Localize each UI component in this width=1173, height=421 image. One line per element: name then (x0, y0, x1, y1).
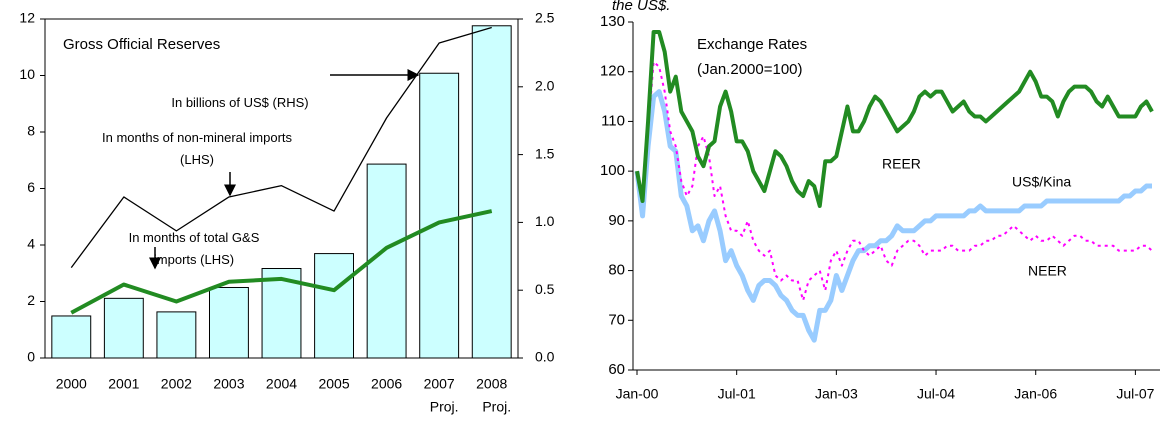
y-tick-label: 100 (600, 162, 625, 179)
bar (103, 297, 144, 359)
x-tick-label: Jul-07 (1116, 386, 1154, 402)
y2-tick-label: 0.0 (535, 349, 555, 365)
x-tick-sublabel: Proj. (482, 399, 511, 415)
y-tick-label: 130 (600, 13, 625, 30)
chart-title: Exchange Rates (697, 36, 807, 53)
y-tick-label: 0 (27, 349, 35, 365)
x-tick-label: Jul-01 (718, 386, 756, 402)
y-tick-label: 2 (27, 292, 35, 308)
y-tick-label: 12 (19, 10, 35, 26)
line (70, 209, 493, 315)
series-label: In months of total G&S imports (LHS) (128, 230, 260, 267)
bar (208, 286, 249, 359)
bar (419, 72, 460, 359)
bar (156, 311, 197, 359)
y2-tick-label: 1.5 (535, 145, 555, 161)
plot-frame (44, 18, 519, 359)
x-tick-label: Jul-04 (917, 386, 955, 402)
y-tick-label: 60 (608, 361, 625, 378)
series-label: In months of non-mineral imports (LHS) (101, 130, 293, 167)
y-tick-label: 4 (27, 236, 35, 252)
series-label: REER (882, 156, 921, 172)
y-tick-label: 10 (19, 66, 35, 82)
x-tick-label: 2005 (318, 376, 349, 392)
bar (314, 253, 355, 359)
line (634, 89, 1152, 343)
series-label: In billions of US$ (RHS) (171, 95, 309, 110)
bar (471, 25, 512, 359)
x-tick-label: 2000 (56, 376, 87, 392)
x-tick-label: Jan-03 (815, 386, 858, 402)
y-tick-label: 70 (608, 311, 625, 328)
x-tick-label: 2007 (424, 376, 455, 392)
x-tick-label: 2008 (476, 376, 507, 392)
x-tick-label: 2003 (213, 376, 244, 392)
x-tick-label: 2002 (161, 376, 192, 392)
line (636, 60, 1153, 302)
chart-title: Gross Official Reserves (63, 36, 220, 53)
x-tick-label: Jan-06 (1014, 386, 1057, 402)
line (635, 29, 1154, 208)
y-tick-label: 80 (608, 262, 625, 279)
annotation: the US$. (612, 0, 670, 14)
y2-tick-label: 1.0 (535, 213, 555, 229)
annotation-arrows (149, 69, 420, 270)
y2-tick-label: 2.5 (535, 10, 555, 26)
y-tick-label: 120 (600, 63, 625, 80)
series-label: NEER (1028, 263, 1067, 279)
chart-subtitle: (Jan.2000=100) (697, 61, 803, 78)
x-tick-label: Jan-00 (616, 386, 659, 402)
x-tick-label: 2006 (371, 376, 402, 392)
x-tick-label: 2001 (108, 376, 139, 392)
y2-tick-label: 0.5 (535, 281, 555, 297)
y-tick-label: 8 (27, 123, 35, 139)
series-label: US$/Kina (1012, 174, 1071, 190)
y-tick-label: 90 (608, 212, 625, 229)
y-tick-label: 6 (27, 179, 35, 195)
y2-tick-label: 2.0 (535, 78, 555, 94)
bar (51, 315, 92, 359)
x-tick-label: 2004 (266, 376, 297, 392)
line (70, 26, 492, 268)
x-tick-sublabel: Proj. (430, 399, 459, 415)
y-tick-label: 110 (601, 112, 625, 129)
